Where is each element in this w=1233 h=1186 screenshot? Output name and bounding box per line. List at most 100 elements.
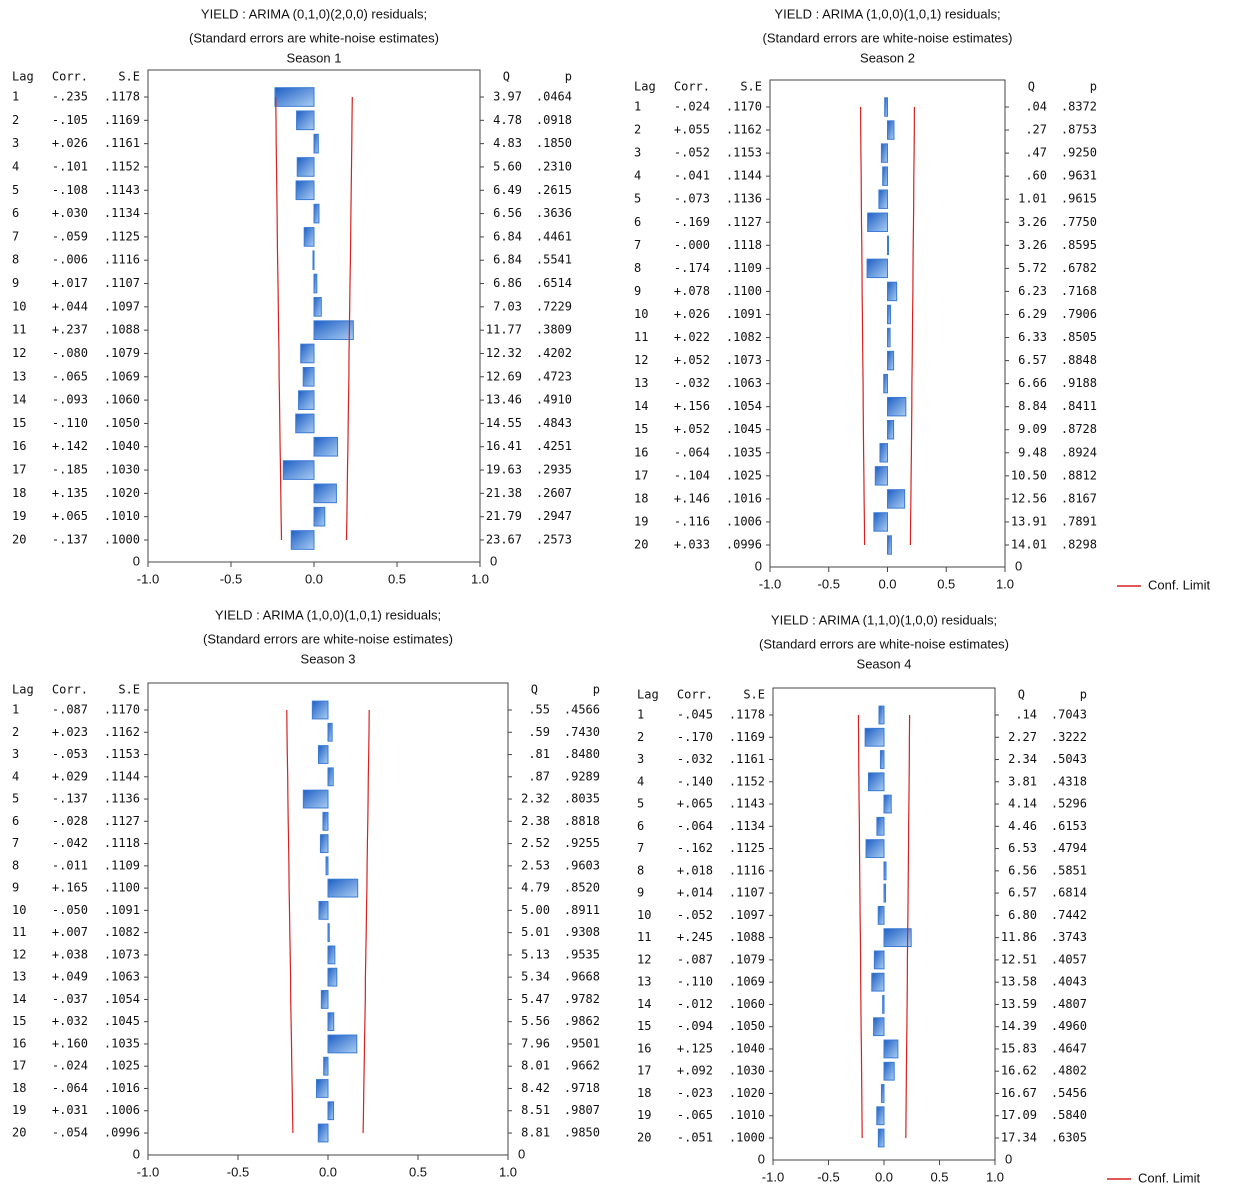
corr-label: +.245 — [677, 930, 713, 944]
se-label: .1010 — [104, 509, 140, 523]
corr-bar — [887, 327, 891, 348]
corr-label: +.022 — [674, 330, 710, 344]
p-label: .8298 — [1061, 538, 1097, 552]
p-label: .8753 — [1061, 123, 1097, 137]
corr-label: -.065 — [677, 1108, 713, 1122]
lag-label: 20 — [637, 1131, 651, 1145]
corr-label: -.051 — [677, 1131, 713, 1145]
corr-bar — [878, 705, 885, 725]
q-label: 4.46 — [1008, 819, 1037, 833]
conf-limit-line — [909, 106, 915, 546]
corr-label: -.064 — [52, 1081, 88, 1095]
lag-label: 19 — [637, 1108, 651, 1122]
header-lag: Lag — [12, 683, 34, 697]
se-label: .1144 — [726, 169, 762, 183]
q-label: 17.34 — [1001, 1131, 1037, 1145]
x-tick-label: -0.5 — [817, 1169, 839, 1184]
corr-label: -.065 — [52, 369, 88, 383]
p-label: .8480 — [564, 747, 600, 761]
lag-label: 4 — [634, 169, 641, 183]
corr-bar — [879, 443, 888, 463]
se-label: .1127 — [726, 215, 762, 229]
lag-label: 16 — [637, 1041, 651, 1055]
corr-bar — [873, 950, 885, 970]
se-label: .1091 — [104, 903, 140, 917]
p-label: .3743 — [1051, 930, 1087, 944]
q-label: 6.84 — [493, 229, 522, 243]
corr-bar — [325, 856, 329, 876]
corr-label: +.052 — [674, 353, 710, 367]
p-label: .7430 — [564, 725, 600, 739]
corr-bar — [295, 180, 315, 201]
p-label: .8505 — [1061, 330, 1097, 344]
se-label: .1030 — [729, 1064, 765, 1078]
p-label: .5851 — [1051, 863, 1087, 877]
corr-label: -.110 — [52, 416, 88, 430]
corr-bar — [317, 745, 329, 764]
corr-bar — [327, 722, 333, 742]
se-label: .1100 — [726, 284, 762, 298]
p-label: .4043 — [1051, 975, 1087, 989]
corr-label: +.030 — [52, 206, 88, 220]
corr-bar — [327, 923, 330, 943]
lag-label: 1 — [637, 708, 644, 722]
x-tick-label: -1.0 — [137, 1164, 159, 1179]
se-label: .1136 — [104, 792, 140, 806]
se-label: .0996 — [726, 538, 762, 552]
lag-label: 11 — [637, 930, 651, 944]
p-label: .6514 — [536, 276, 572, 290]
lag-label: 20 — [634, 538, 648, 552]
q-label: 4.79 — [521, 881, 550, 895]
corr-bar — [887, 304, 892, 325]
se-label: .1143 — [104, 183, 140, 197]
corr-label: +.044 — [52, 299, 88, 313]
q-label: 7.96 — [521, 1036, 550, 1050]
corr-label: -.037 — [52, 992, 88, 1006]
lag-label: 7 — [12, 229, 19, 243]
corr-bar — [313, 483, 337, 504]
p-label: .4794 — [1051, 841, 1087, 855]
lag-label: 13 — [12, 369, 26, 383]
se-label: .1153 — [104, 747, 140, 761]
se-label: .1020 — [729, 1086, 765, 1100]
header-q: Q — [1028, 80, 1035, 94]
q-label: 11.77 — [486, 323, 522, 337]
q-label: 6.33 — [1018, 330, 1047, 344]
p-label: .2947 — [536, 509, 572, 523]
lag-label: 12 — [12, 947, 26, 961]
se-label: .1097 — [104, 299, 140, 313]
conf-limit-line — [275, 96, 283, 541]
legend-label: Conf. Limit — [1138, 1170, 1201, 1185]
q-label: 21.79 — [486, 509, 522, 523]
se-label: .1000 — [104, 533, 140, 547]
lag-label: 7 — [634, 238, 641, 252]
lag-label: 19 — [12, 1103, 26, 1117]
corr-bar — [295, 413, 315, 434]
lag-label: 10 — [12, 903, 26, 917]
corr-bar — [874, 466, 889, 486]
corr-label: -.169 — [674, 215, 710, 229]
se-label: .1144 — [104, 769, 140, 783]
q-label: 5.72 — [1018, 261, 1047, 275]
q-label: .87 — [528, 769, 550, 783]
se-label: .1109 — [104, 858, 140, 872]
p-label: .8520 — [564, 881, 600, 895]
se-label: .1091 — [726, 307, 762, 321]
p-label: .7891 — [1061, 514, 1097, 528]
corr-bar — [318, 900, 329, 920]
q-label: 12.51 — [1001, 952, 1037, 966]
corr-bar — [322, 811, 329, 831]
x-tick-label: -1.0 — [762, 1169, 784, 1184]
corr-bar — [296, 157, 315, 177]
corr-bar — [327, 967, 338, 987]
corr-label: +.049 — [52, 970, 88, 984]
se-label: .1107 — [729, 886, 765, 900]
q-label: .27 — [1025, 123, 1047, 137]
p-label: .8812 — [1061, 468, 1097, 482]
se-label: .1162 — [104, 725, 140, 739]
q-label: 3.81 — [1008, 774, 1037, 788]
se-label: .1136 — [726, 192, 762, 206]
se-label: .1000 — [729, 1131, 765, 1145]
p-label: .9631 — [1061, 169, 1097, 183]
